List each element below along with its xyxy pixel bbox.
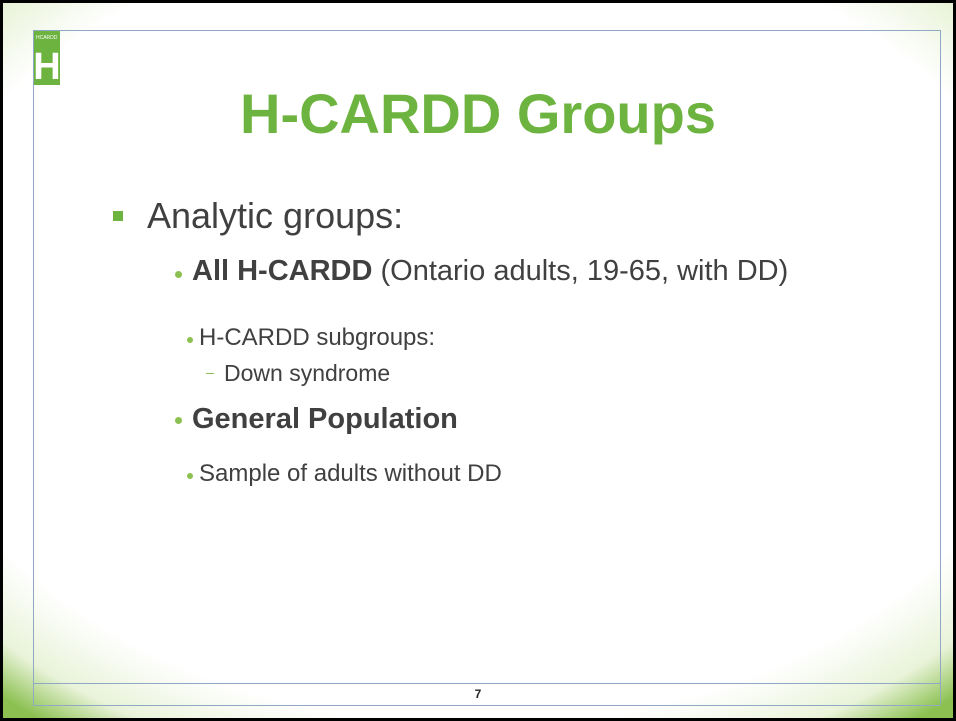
frame-left bbox=[33, 30, 34, 705]
bullet-l1: Analytic groups: bbox=[147, 195, 404, 236]
bullet-dot bbox=[175, 417, 182, 424]
page-number: 7 bbox=[474, 687, 482, 701]
bullet-l2: General Population bbox=[192, 403, 458, 435]
footer-line bbox=[33, 683, 940, 684]
bullet-l3: Sample of adults without DD bbox=[199, 460, 502, 487]
bullet-square bbox=[113, 211, 123, 221]
frame-bottom bbox=[33, 705, 940, 706]
logo: HCARDD H bbox=[34, 31, 61, 87]
logo-box bbox=[34, 31, 60, 85]
bullet-dash bbox=[206, 373, 214, 374]
bullet-dot bbox=[187, 473, 193, 479]
bullet-l4: Down syndrome bbox=[224, 360, 391, 386]
bullet-l3: H-CARDD subgroups: bbox=[199, 324, 436, 351]
logo-text: HCARDD bbox=[36, 35, 58, 41]
bullet-l2: All H-CARDD (Ontario adults, 19-65, with… bbox=[192, 255, 788, 288]
text: (Ontario adults, 19-65, with DD) bbox=[380, 255, 789, 287]
bullet-dot bbox=[187, 337, 193, 343]
bold-text: All H-CARDD bbox=[192, 255, 373, 287]
bullet-dot bbox=[175, 271, 182, 278]
slide-title: H-CARDD Groups bbox=[240, 82, 716, 145]
frame-top bbox=[33, 30, 940, 31]
logo-letter: H bbox=[34, 46, 61, 87]
frame-right bbox=[940, 30, 941, 705]
